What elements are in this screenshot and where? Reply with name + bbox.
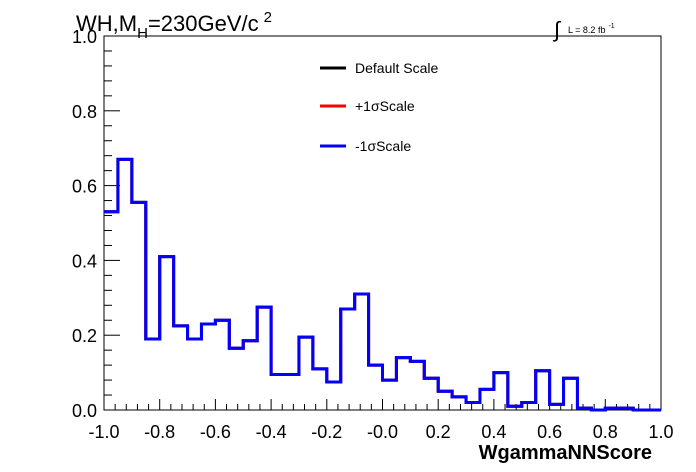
legend-label: Default Scale [355,60,438,76]
x-axis-label: WgammaNNScore [479,442,652,464]
chart-title: WH,MH=230GeV/c 2 [76,9,272,42]
title-rest: =230GeV/c [148,11,259,36]
y-tick-label: 0.8 [72,102,97,122]
x-tick-label: 0.8 [593,422,618,442]
x-tick-label: -0.6 [200,422,231,442]
x-tick-label: -0.4 [256,422,287,442]
lumi-superscript: -1 [608,23,614,30]
series-line [104,157,661,412]
y-axis: 0.0 0.2 0.4 0.6 0.8 1.0 [72,27,120,421]
y-tick-label: 0.6 [72,177,97,197]
series-layer [104,157,661,412]
y-tick-label: 0.2 [72,326,97,346]
legend-label: +1σScale [355,98,415,114]
y-tick-label: 0.4 [72,251,97,271]
legend-label: -1σScale [355,138,411,154]
x-tick-label: -0.0 [367,422,398,442]
x-axis: -1.0 -0.8 -0.6 -0.4 -0.2 -0.0 0.2 0.4 0.6 0.8 1.0 [88,399,674,442]
x-tick-label: 0.6 [537,422,562,442]
title-subscript: H [137,25,148,42]
title-superscript: 2 [264,9,272,26]
lumi-text: L = 8.2 fb [568,25,605,35]
x-tick-label: 0.2 [426,422,451,442]
lumi-label: L = 8.2 fb -1 [568,23,615,35]
lumi-integral-symbol: ∫ [552,17,562,42]
plot-frame [103,35,662,411]
x-tick-label: -1.0 [88,422,119,442]
y-tick-label: 0.0 [72,401,97,421]
x-tick-label: 0.4 [481,422,506,442]
x-tick-label: -0.2 [311,422,342,442]
y-tick-label: 1.0 [72,27,97,47]
title-main: WH,M [76,11,137,36]
legend: Default Scale +1σScale -1σScale [320,60,438,154]
x-tick-label: 1.0 [648,422,673,442]
x-tick-label: -0.8 [144,422,175,442]
